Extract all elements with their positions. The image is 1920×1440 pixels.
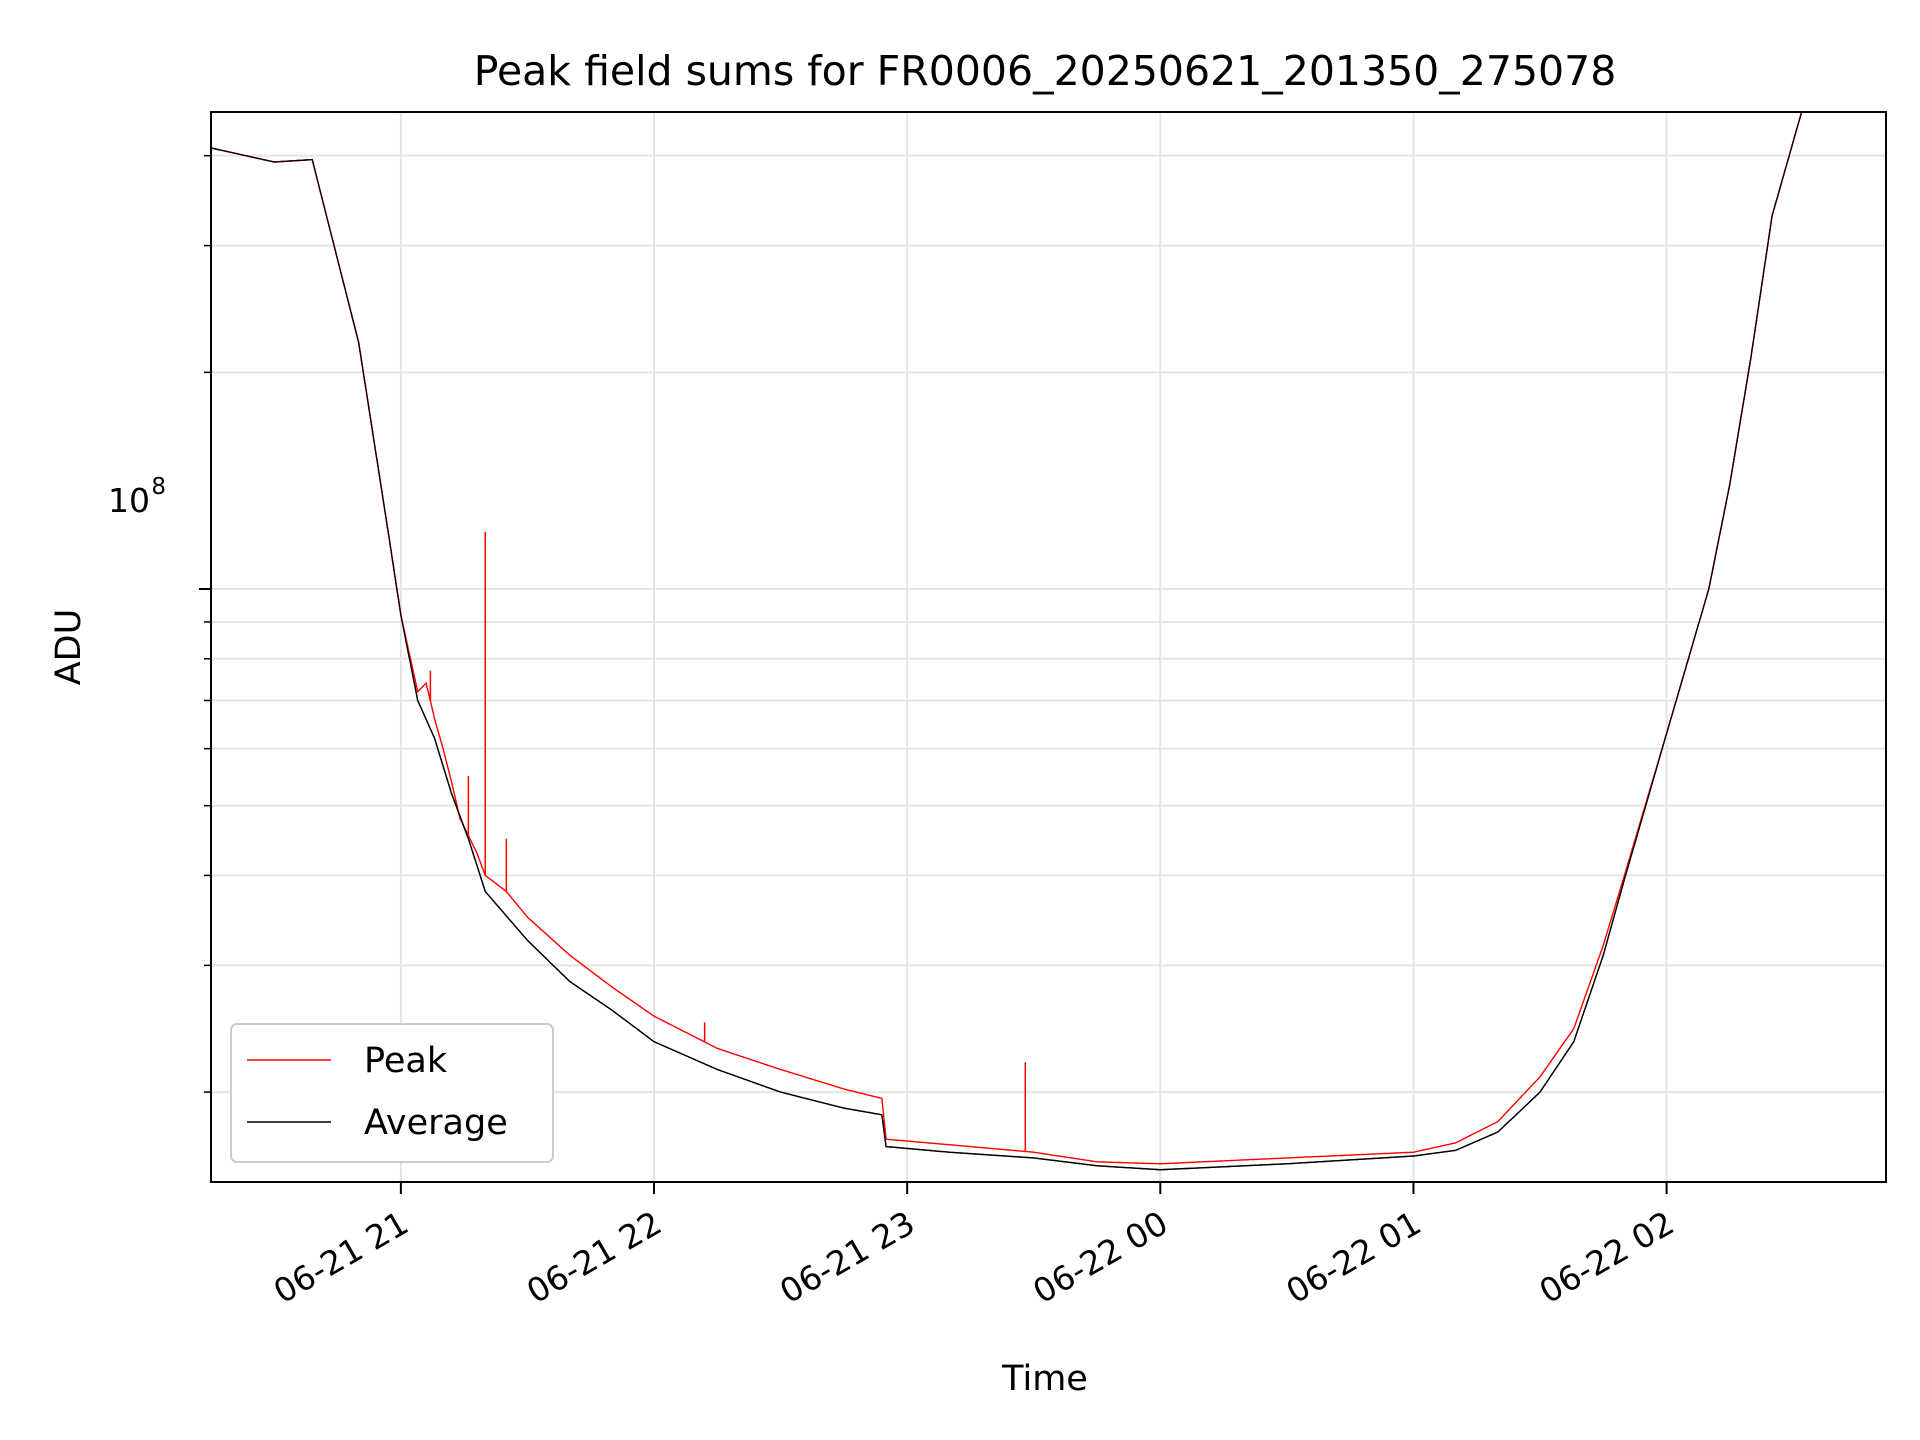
grid-lines	[211, 112, 1886, 1182]
series-line-average-overlay	[210, 111, 1803, 1171]
chart-title: Peak field sums for FR0006_20250621_2013…	[474, 47, 1617, 95]
legend-average-label: Average	[364, 1103, 508, 1143]
y-tick-label-base: 10	[108, 481, 150, 520]
y-tick-label-exponent: 8	[151, 474, 166, 500]
legend: Peak Average	[230, 1023, 554, 1163]
y-axis-ticks: 10 8	[108, 154, 211, 1093]
series-lines	[210, 111, 1803, 1171]
x-axis-label: Time	[1001, 1359, 1088, 1399]
y-axis-label: ADU	[49, 609, 89, 686]
legend-box	[230, 1023, 554, 1163]
plot-frame	[210, 111, 1887, 1183]
legend-peak-label: Peak	[364, 1041, 448, 1081]
series-line-peak	[210, 111, 1803, 1165]
